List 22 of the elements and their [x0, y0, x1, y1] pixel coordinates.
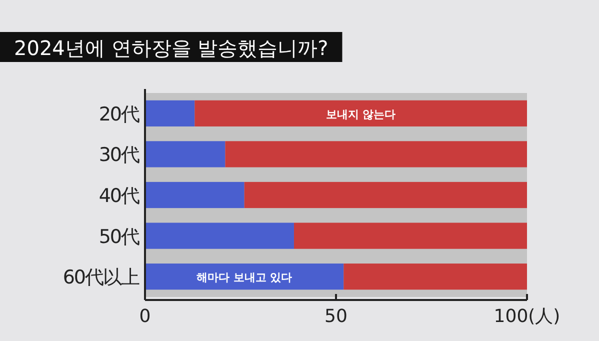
- title: 2024년에 연하장을 발송했습니까?: [0, 32, 342, 62]
- bar: [145, 264, 344, 290]
- bar: [244, 182, 527, 208]
- y-tick-label: 60代以上: [62, 266, 140, 289]
- series-label: 보내지 않는다: [326, 108, 396, 121]
- bar: [294, 222, 527, 249]
- bar: [344, 264, 527, 290]
- y-tick-label: 40代: [98, 185, 140, 207]
- x-tick-label: 0: [139, 306, 151, 327]
- x-tick-label: 100(人): [494, 306, 560, 327]
- y-tick-label: 50代: [98, 226, 140, 248]
- bar: [225, 141, 527, 168]
- y-tick-label: 20代: [98, 103, 140, 126]
- y-tick-label: 30代: [98, 144, 140, 166]
- bar: [145, 100, 195, 126]
- x-tick-label: 50: [324, 306, 348, 327]
- bar: [145, 182, 244, 208]
- bar: [145, 222, 294, 249]
- series-label: 해마다 보내고 있다: [196, 271, 292, 284]
- bar: [145, 141, 226, 168]
- bar: [194, 100, 527, 126]
- chart-title: 2024년에 연하장을 발송했습니까?: [14, 36, 328, 60]
